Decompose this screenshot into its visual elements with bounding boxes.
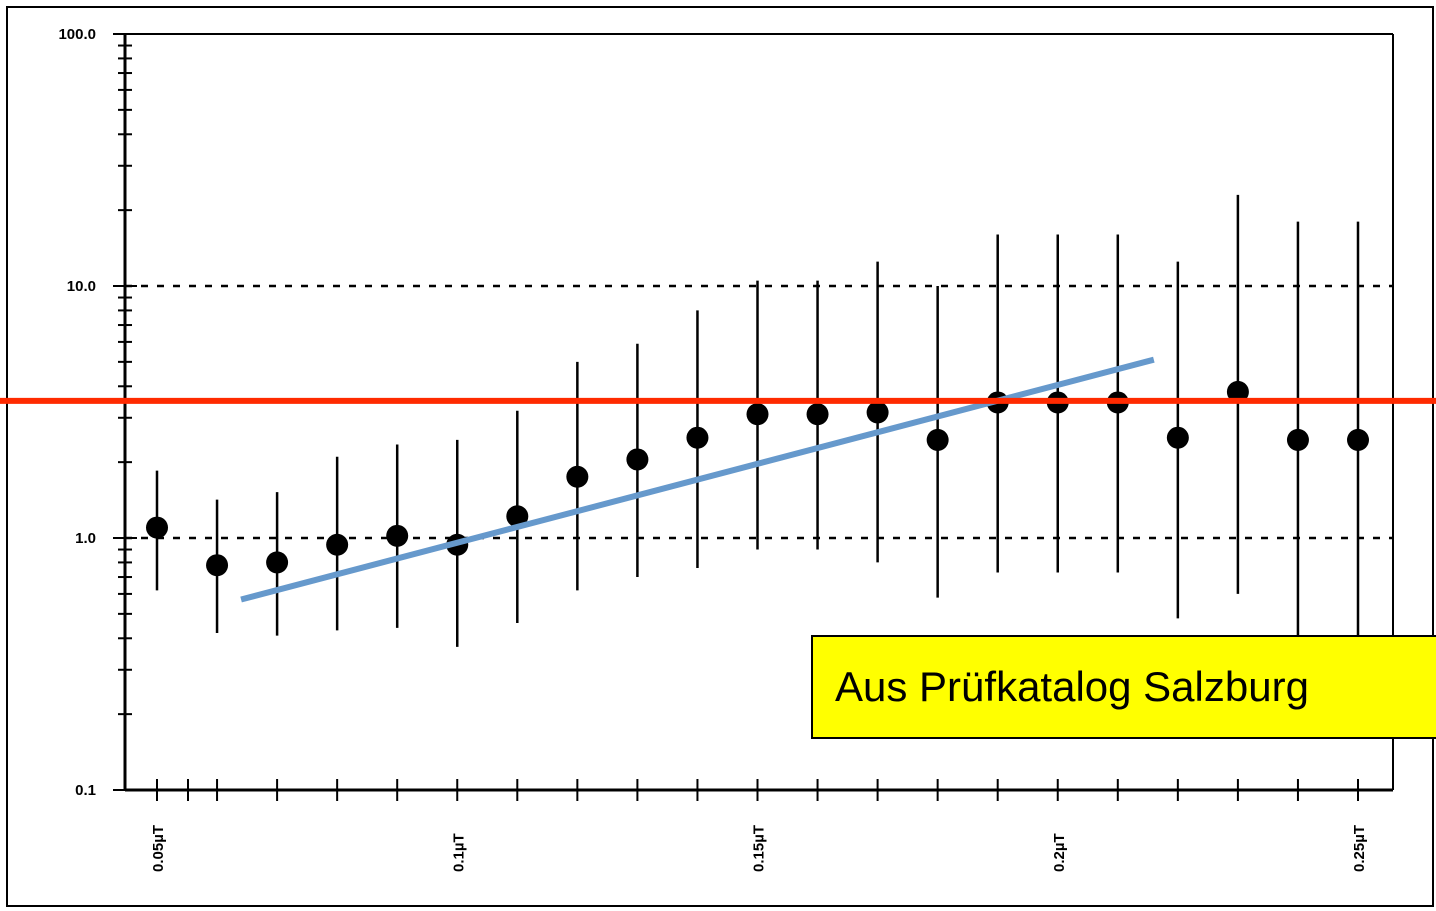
y-tick-label: 10.0 (67, 278, 96, 295)
y-tick-label: 100.0 (58, 26, 96, 43)
data-point (1347, 428, 1369, 451)
data-point (626, 448, 649, 471)
data-point (866, 401, 889, 424)
callout-annotation: Aus Prüfkatalog Salzburg (811, 635, 1436, 739)
data-point (566, 465, 589, 488)
data-point (746, 403, 769, 426)
x-tick-label: 0.05µT (150, 825, 167, 872)
data-point (1166, 426, 1189, 449)
data-point (806, 403, 829, 426)
data-point (386, 524, 409, 547)
data-point (686, 426, 709, 449)
x-tick-label: 0.2µT (1051, 833, 1068, 872)
data-point (206, 554, 229, 577)
x-tick-label: 0.15µT (751, 825, 768, 872)
data-point (926, 428, 949, 451)
data-point (1286, 428, 1309, 451)
chart-frame (6, 6, 1434, 907)
data-point (326, 533, 349, 556)
data-point (266, 551, 289, 574)
x-tick-label: 0.25µT (1351, 825, 1368, 872)
y-tick-label: 0.1 (75, 782, 96, 799)
x-tick-label: 0.1µT (450, 833, 467, 872)
y-tick-label: 1.0 (75, 530, 96, 547)
data-point (146, 516, 168, 539)
data-point (506, 505, 529, 528)
data-point (1226, 380, 1249, 403)
